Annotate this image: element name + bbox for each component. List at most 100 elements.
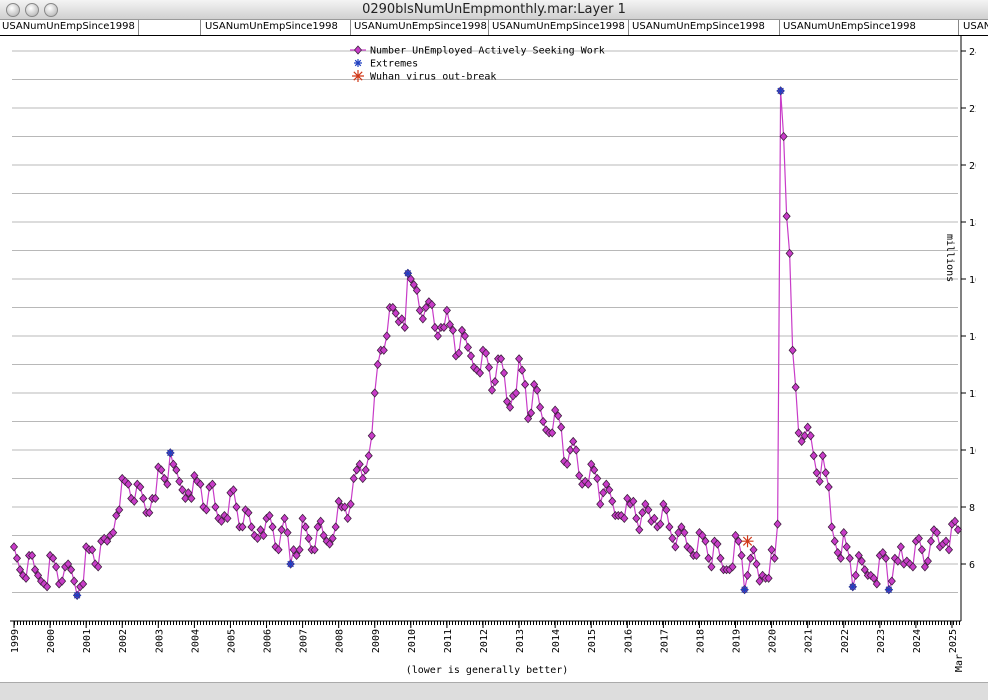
data-point xyxy=(64,559,73,569)
data-point xyxy=(415,305,424,315)
x-tick-label: 2005 xyxy=(226,629,237,653)
data-point xyxy=(355,459,364,469)
data-point xyxy=(548,428,557,438)
tab[interactable]: USANumUnEmpSince1998 xyxy=(2,21,135,32)
data-point xyxy=(334,496,343,506)
data-point xyxy=(361,465,370,475)
data-point xyxy=(484,362,494,372)
data-point xyxy=(605,485,614,495)
data-point xyxy=(506,402,515,412)
data-point xyxy=(115,505,124,515)
data-point xyxy=(707,562,716,572)
close-button[interactable] xyxy=(6,3,20,17)
x-tick-label: 2007 xyxy=(299,629,310,653)
data-point xyxy=(400,322,409,333)
x-tick-label: 2015 xyxy=(587,629,598,653)
data-point xyxy=(181,493,190,504)
data-point xyxy=(677,522,686,532)
minimize-button[interactable] xyxy=(25,3,39,17)
data-point xyxy=(620,513,629,524)
data-point xyxy=(941,536,950,546)
data-point xyxy=(569,436,578,447)
data-point xyxy=(382,331,391,341)
data-point xyxy=(217,516,226,526)
data-point xyxy=(824,482,833,492)
legend-label: Wuhan virus out-break xyxy=(370,72,496,83)
status-bar xyxy=(0,682,988,700)
data-point xyxy=(551,405,560,415)
data-point xyxy=(779,131,788,142)
data-point xyxy=(52,562,61,572)
data-point xyxy=(599,488,608,498)
data-point xyxy=(166,448,175,457)
data-point xyxy=(794,428,803,438)
data-point xyxy=(202,505,211,515)
data-point xyxy=(917,545,926,555)
data-point xyxy=(833,547,842,558)
data-point xyxy=(229,485,238,495)
data-point xyxy=(680,528,689,538)
data-point xyxy=(887,576,896,586)
data-point xyxy=(31,565,40,575)
data-point xyxy=(448,325,457,335)
data-point xyxy=(439,322,448,333)
x-tick-label: 2010 xyxy=(407,629,418,653)
data-point xyxy=(409,280,418,290)
x-tick-label: 2019 xyxy=(732,629,743,653)
data-point xyxy=(352,465,361,475)
data-point xyxy=(349,473,358,484)
data-point xyxy=(776,86,785,95)
x-tick-label: 2008 xyxy=(335,629,346,653)
data-point xyxy=(34,570,43,581)
data-point xyxy=(668,533,677,543)
footnote: (lower is generally better) xyxy=(406,665,569,676)
tab[interactable]: USANumUnEmpSince1998 xyxy=(492,21,625,32)
tab[interactable]: USANumUnEmpSince1998 xyxy=(963,21,988,32)
tab[interactable]: USANumUnEmpSince1998 xyxy=(783,21,916,32)
tab-separator xyxy=(958,20,959,35)
tab[interactable]: USANumUnEmpSince1998 xyxy=(354,21,487,32)
data-point xyxy=(827,522,836,532)
x-tick-label: 2000 xyxy=(46,629,57,653)
data-point xyxy=(430,322,439,333)
data-point xyxy=(109,528,118,538)
data-point xyxy=(124,479,133,489)
data-point xyxy=(433,331,442,341)
data-point xyxy=(632,513,641,524)
data-point xyxy=(274,545,283,555)
y-tick-label: 20 xyxy=(969,161,981,172)
data-point xyxy=(256,525,265,535)
tab-strip: USANumUnEmpSince1998 USANumUnEmpSince1998… xyxy=(0,20,988,36)
tab-separator xyxy=(779,20,780,35)
data-point xyxy=(746,553,755,563)
data-point xyxy=(533,385,542,395)
data-point xyxy=(184,488,193,498)
data-point xyxy=(232,502,241,512)
data-point xyxy=(421,302,430,313)
data-point xyxy=(481,348,491,358)
tab[interactable]: USANumUnEmpSince1998 xyxy=(632,21,765,32)
data-point xyxy=(650,513,659,524)
data-point xyxy=(872,579,881,589)
data-point xyxy=(289,545,298,555)
data-point xyxy=(764,573,773,583)
data-point xyxy=(163,479,172,489)
tab[interactable]: USANumUnEmpSince1998 xyxy=(205,21,338,32)
y-tick-label: 14 xyxy=(969,332,981,343)
data-point xyxy=(259,530,268,541)
window-title: 0290blsNumUnEmpmonthly.mar:Layer 1 xyxy=(362,2,626,17)
data-point xyxy=(70,576,79,586)
data-point xyxy=(94,562,103,572)
data-point xyxy=(884,585,893,594)
data-point xyxy=(521,379,530,390)
zoom-button[interactable] xyxy=(44,3,58,17)
x-tick-label: 2022 xyxy=(840,629,851,653)
data-point xyxy=(662,505,671,515)
data-point xyxy=(379,345,388,355)
data-point xyxy=(325,539,334,549)
data-point xyxy=(908,562,917,572)
data-point xyxy=(713,539,722,549)
data-point xyxy=(211,502,220,512)
data-point xyxy=(797,436,806,447)
data-point xyxy=(499,368,509,378)
